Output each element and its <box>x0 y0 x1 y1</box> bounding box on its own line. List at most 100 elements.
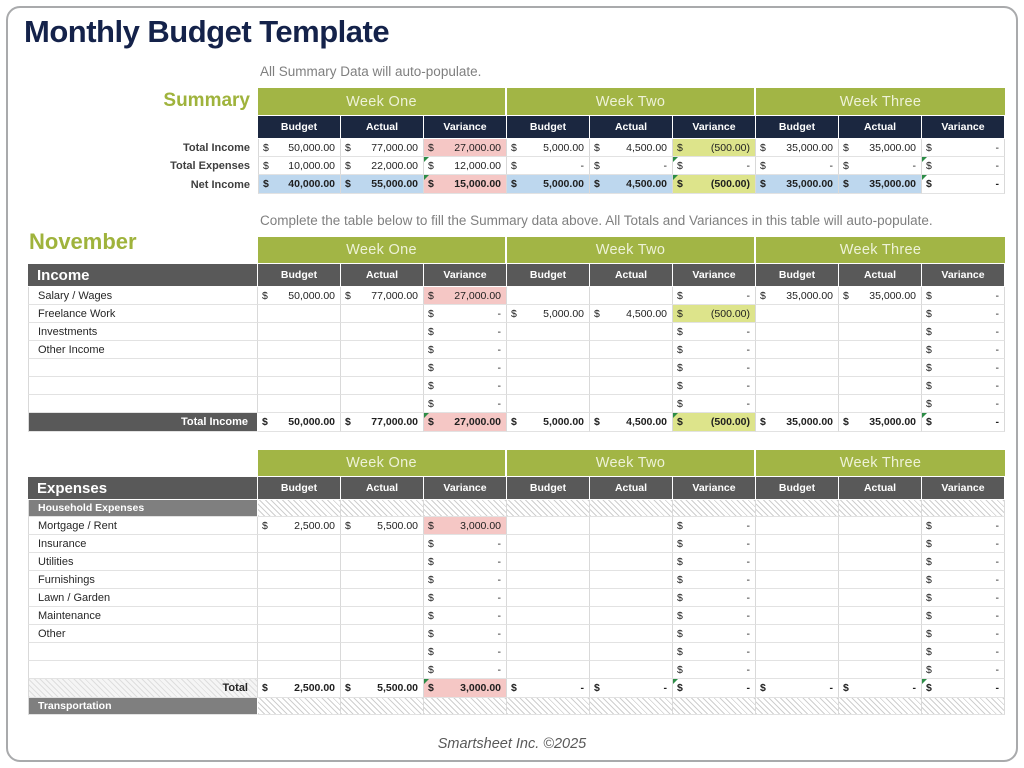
row-label-cell[interactable]: Mortgage / Rent <box>28 517 258 535</box>
cell[interactable] <box>507 359 590 377</box>
cell[interactable] <box>258 571 341 589</box>
cell[interactable] <box>507 535 590 553</box>
cell[interactable]: $ - <box>922 661 1005 679</box>
cell[interactable]: $ (500.00) <box>673 305 756 323</box>
column-header-actual[interactable]: Actual <box>839 116 922 138</box>
row-label-cell[interactable]: Lawn / Garden <box>28 589 258 607</box>
cell[interactable]: $ - <box>673 661 756 679</box>
cell[interactable] <box>341 607 424 625</box>
cell[interactable]: $35,000.00 <box>839 139 922 157</box>
cell[interactable]: $ - <box>922 395 1005 413</box>
cell[interactable]: $5,500.00 <box>341 679 424 698</box>
cell[interactable] <box>590 341 673 359</box>
cell[interactable]: $35,000.00 <box>839 287 922 305</box>
cell[interactable] <box>341 589 424 607</box>
cell[interactable]: $ - <box>507 679 590 698</box>
cell[interactable] <box>341 553 424 571</box>
cell[interactable] <box>258 359 341 377</box>
cell[interactable]: $ - <box>922 413 1005 432</box>
cell[interactable]: $ - <box>922 643 1005 661</box>
cell[interactable] <box>756 500 839 517</box>
cell[interactable] <box>341 698 424 715</box>
cell[interactable]: $27,000.00 <box>424 287 507 305</box>
cell[interactable] <box>839 553 922 571</box>
cell[interactable] <box>590 535 673 553</box>
cell[interactable] <box>424 698 507 715</box>
cell[interactable]: $5,000.00 <box>507 305 590 323</box>
cell[interactable]: $ - <box>922 679 1005 698</box>
cell[interactable]: $ (500.00) <box>673 413 756 432</box>
cell[interactable] <box>839 535 922 553</box>
cell[interactable] <box>258 377 341 395</box>
row-label-cell[interactable]: Salary / Wages <box>28 287 258 305</box>
cell[interactable] <box>839 698 922 715</box>
cell[interactable] <box>756 571 839 589</box>
cell[interactable] <box>341 571 424 589</box>
row-label-cell[interactable]: Maintenance <box>28 607 258 625</box>
cell[interactable]: $ - <box>839 679 922 698</box>
cell[interactable]: $35,000.00 <box>756 287 839 305</box>
cell[interactable]: $ - <box>424 589 507 607</box>
column-header-variance[interactable]: Variance <box>673 116 756 138</box>
cell[interactable]: $22,000.00 <box>341 157 424 175</box>
row-label-cell[interactable]: Total Income <box>28 413 258 432</box>
cell[interactable]: $3,000.00 <box>424 517 507 535</box>
cell[interactable] <box>839 341 922 359</box>
week-header-cell[interactable]: Week Two <box>507 450 756 476</box>
cell[interactable]: $ - <box>922 517 1005 535</box>
cell[interactable] <box>590 323 673 341</box>
column-header-actual[interactable]: Actual <box>341 264 424 286</box>
table-title-cell[interactable]: Income <box>28 264 258 286</box>
cell[interactable] <box>839 643 922 661</box>
cell[interactable] <box>590 625 673 643</box>
cell[interactable]: $ - <box>673 377 756 395</box>
cell[interactable] <box>507 607 590 625</box>
cell[interactable]: $ - <box>590 679 673 698</box>
cell[interactable]: $35,000.00 <box>839 413 922 432</box>
cell[interactable]: $ - <box>922 157 1005 175</box>
column-header-budget[interactable]: Budget <box>507 477 590 499</box>
cell[interactable] <box>258 643 341 661</box>
cell[interactable] <box>258 698 341 715</box>
column-header-variance[interactable]: Variance <box>424 116 507 138</box>
cell[interactable]: $ - <box>673 625 756 643</box>
cell[interactable]: $2,500.00 <box>258 517 341 535</box>
cell[interactable] <box>507 571 590 589</box>
cell[interactable] <box>839 517 922 535</box>
column-header-budget[interactable]: Budget <box>507 116 590 138</box>
column-header-budget[interactable]: Budget <box>756 264 839 286</box>
cell[interactable]: $ - <box>673 553 756 571</box>
cell[interactable]: $ - <box>673 323 756 341</box>
cell[interactable] <box>839 571 922 589</box>
cell[interactable]: $ - <box>673 643 756 661</box>
cell[interactable] <box>341 661 424 679</box>
cell[interactable]: $12,000.00 <box>424 157 507 175</box>
cell[interactable]: $5,000.00 <box>507 175 590 194</box>
week-header-cell[interactable]: Week Two <box>507 237 756 263</box>
cell[interactable] <box>839 607 922 625</box>
cell[interactable]: $ - <box>922 359 1005 377</box>
cell[interactable]: $15,000.00 <box>424 175 507 194</box>
week-header-cell[interactable]: Week Two <box>507 88 756 115</box>
cell[interactable] <box>258 661 341 679</box>
cell[interactable] <box>258 305 341 323</box>
row-label-cell[interactable]: Furnishings <box>28 571 258 589</box>
cell[interactable] <box>258 607 341 625</box>
cell[interactable] <box>590 571 673 589</box>
cell[interactable] <box>839 305 922 323</box>
row-label-cell[interactable] <box>28 377 258 395</box>
cell[interactable]: $ - <box>424 359 507 377</box>
cell[interactable]: $27,000.00 <box>424 139 507 157</box>
cell[interactable] <box>507 698 590 715</box>
cell[interactable] <box>756 341 839 359</box>
cell[interactable] <box>341 500 424 517</box>
cell[interactable]: $50,000.00 <box>258 413 341 432</box>
cell[interactable] <box>922 500 1005 517</box>
cell[interactable]: $77,000.00 <box>341 139 424 157</box>
column-header-actual[interactable]: Actual <box>341 477 424 499</box>
cell[interactable]: $ - <box>922 625 1005 643</box>
cell[interactable] <box>756 661 839 679</box>
cell[interactable] <box>590 643 673 661</box>
cell[interactable]: $ - <box>922 553 1005 571</box>
cell[interactable]: $ - <box>424 571 507 589</box>
